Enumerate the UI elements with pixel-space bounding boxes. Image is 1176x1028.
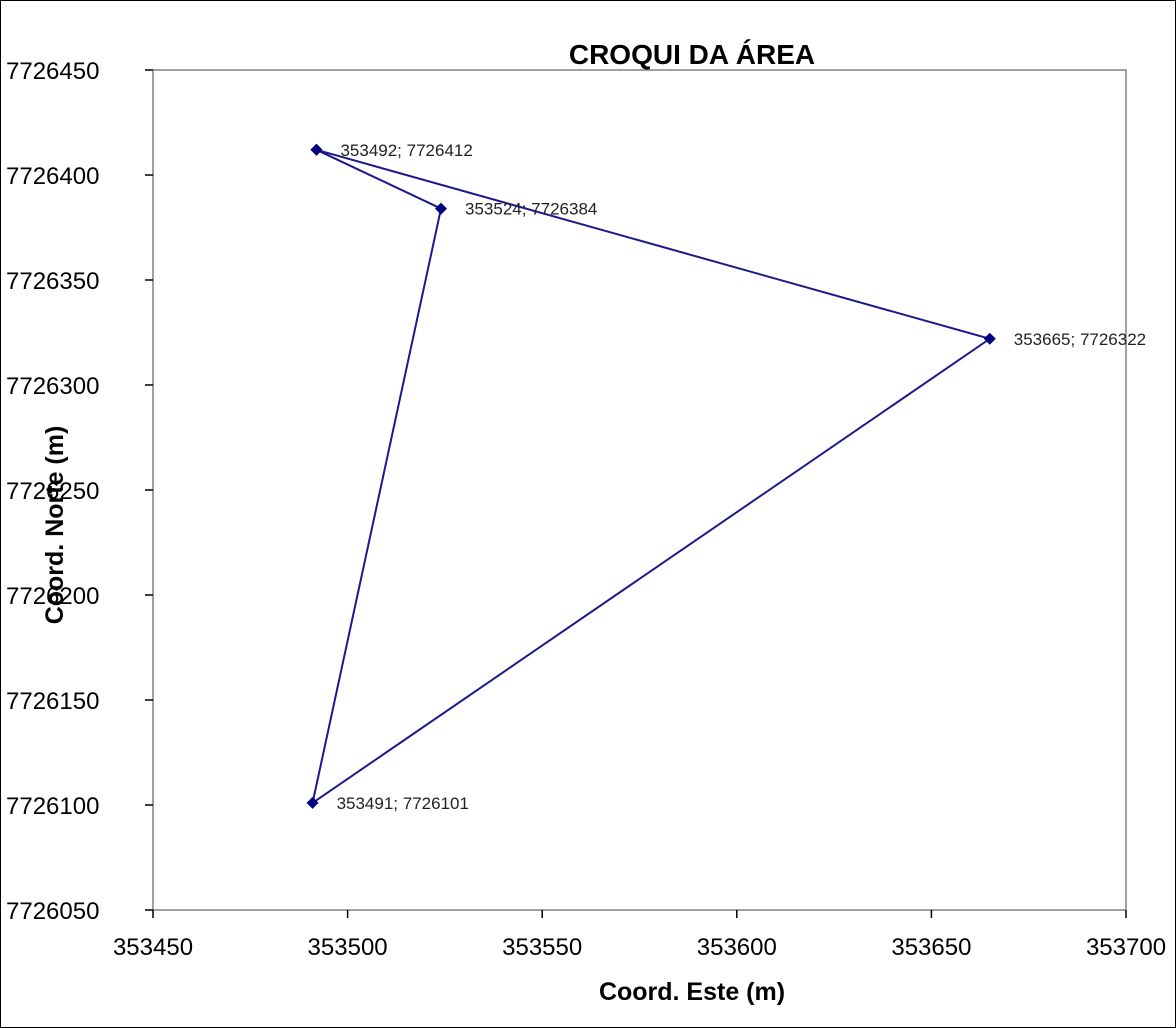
y-tick-label: 7726400 [6,163,99,190]
y-tick-label: 7726250 [6,478,99,505]
data-point-label: 353524; 7726384 [465,200,597,219]
y-tick-label: 7726050 [6,898,99,925]
y-tick-label: 7726200 [6,583,99,610]
data-point-marker [435,202,448,215]
data-point-label: 353492; 7726412 [340,141,472,160]
y-axis-title: Coord. Norte (m) [41,426,69,625]
y-axis: 7726450 7726400 7726350 7726300 7726250 77262… [6,58,153,925]
x-tick-label: 353600 [697,934,777,961]
data-point-label: 353665; 7726322 [1014,330,1146,349]
data-point-label: 353491; 7726101 [337,794,469,813]
y-tick-label: 7726300 [6,373,99,400]
series-layer: 353492; 7726412 353524; 7726384 353491; 77… [306,141,1146,813]
data-point-marker [310,143,323,156]
data-point-marker [983,332,996,345]
data-point-marker [306,796,319,809]
chart-title: CROQUI DA ÁREA [569,39,815,70]
y-tick-label: 7726450 [6,58,99,85]
x-tick-label: 353450 [113,934,193,961]
y-tick-label: 7726150 [6,688,99,715]
x-axis-title: Coord. Este (m) [599,978,785,1006]
y-tick-label: 7726350 [6,268,99,295]
x-axis: 353450 353500 353550 353600 353650 353700 [113,910,1166,961]
x-tick-label: 353550 [502,934,582,961]
y-tick-label: 7726100 [6,793,99,820]
x-tick-label: 353650 [891,934,971,961]
plot-area [152,69,1127,911]
x-tick-label: 353700 [1086,934,1166,961]
x-tick-label: 353500 [308,934,388,961]
